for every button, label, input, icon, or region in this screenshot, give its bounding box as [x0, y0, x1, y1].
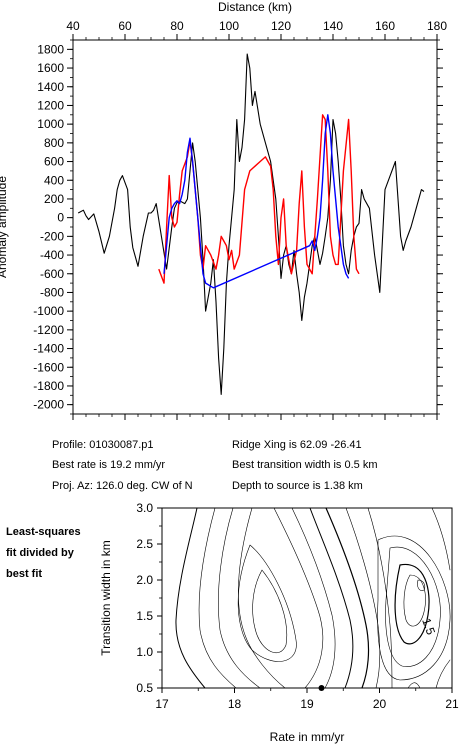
contour-line: [175, 507, 206, 689]
y-tick-label: -800: [40, 285, 64, 299]
side-note-line-1: Least-squares: [6, 526, 81, 538]
best-rate-text: Best rate is 19.2 mm/yr: [52, 459, 165, 471]
contour-lines: [175, 507, 451, 689]
top-chart-series: [77, 53, 425, 395]
y-tick-label: 1200: [37, 98, 64, 112]
contour-line: [345, 507, 381, 689]
contour-line: [394, 563, 430, 645]
y-tick-label: 1.0: [136, 645, 153, 659]
misfit-contour-chart: 17 18 19 20 21 0.5 1.0 1.5 2.0 2.5 3.0 1.5 Rate in…: [99, 501, 459, 744]
profile-text: Profile: 01030087.p1: [52, 439, 154, 451]
x-tick-label: 17: [155, 697, 169, 711]
x-tick-label: 20: [373, 697, 387, 711]
y-tick-label: 1800: [37, 42, 64, 56]
x-tick-label: 180: [427, 19, 447, 33]
y-tick-label: -1600: [33, 360, 64, 374]
y-tick-label: 1000: [37, 117, 64, 131]
y-tick-label: 800: [44, 136, 64, 150]
x-axis-title-top: Distance (km): [218, 0, 292, 14]
x-tick-label: 100: [219, 19, 239, 33]
contour-line: [309, 507, 354, 689]
x-tick-label: 80: [170, 19, 184, 33]
contour-line: [377, 535, 451, 681]
x-tick-label: 18: [228, 697, 242, 711]
contour-line: [407, 682, 421, 689]
y-tick-label: -1000: [33, 304, 64, 318]
contour-line: [367, 507, 393, 689]
y-tick-label: 1600: [37, 61, 64, 75]
y-tick-label: 0.5: [136, 681, 153, 695]
contour-line: [403, 574, 426, 627]
y-axis-title-top: Anomaly amplitude: [0, 176, 9, 278]
proj-az-text: Proj. Az: 126.0 deg. CW of N: [52, 480, 193, 492]
y-tick-label: -200: [40, 229, 64, 243]
x-tick-label: 140: [323, 19, 343, 33]
x-tick-label: 19: [300, 697, 314, 711]
contour-label: 1.5: [419, 616, 438, 637]
bottom-chart-ticks: 17 18 19 20 21 0.5 1.0 1.5 2.0 2.5 3.0: [136, 501, 459, 711]
ridge-xing-text: Ridge Xing is 62.09 -26.41: [232, 439, 362, 451]
y-tick-label: 1.5: [136, 609, 153, 623]
anomaly-profile-chart: 40 60 80 100 120 140 160 180-2000-1800-1600-140…: [0, 0, 447, 420]
info-block: Profile: 01030087.p1 Ridge Xing is 62.09…: [52, 439, 378, 492]
y-tick-label: 200: [44, 192, 64, 206]
contour-line: [435, 659, 451, 689]
y-tick-label: 400: [44, 173, 64, 187]
depth-text: Depth to source is 1.38 km: [232, 480, 363, 492]
contour-line: [238, 507, 286, 689]
x-tick-label: 21: [445, 697, 459, 711]
contour-line: [218, 507, 261, 689]
bottom-plot-frame: [161, 507, 453, 689]
x-tick-label: 120: [271, 19, 291, 33]
contour-line: [325, 507, 370, 689]
y-tick-label: -2000: [33, 398, 64, 412]
y-tick-label: 3.0: [136, 501, 153, 515]
y-tick-label: -600: [40, 267, 64, 281]
contour-line: [291, 507, 336, 689]
y-tick-label: -1400: [33, 342, 64, 356]
series-line-2: [158, 114, 360, 284]
contour-line: [198, 507, 237, 689]
best-fit-point: [318, 685, 325, 691]
side-note-line-3: best fit: [6, 568, 42, 580]
x-tick-label: 40: [66, 19, 80, 33]
contour-line: [431, 507, 451, 571]
y-tick-label: -1200: [33, 323, 64, 337]
contour-line: [385, 546, 441, 667]
y-tick-label: 2.5: [136, 537, 153, 551]
best-transition-text: Best transition width is 0.5 km: [232, 459, 378, 471]
x-axis-title-bottom: Rate in mm/yr: [270, 730, 345, 744]
y-tick-label: 0: [57, 211, 64, 225]
contour-line: [237, 544, 297, 662]
x-tick-label: 60: [118, 19, 132, 33]
contour-line: [273, 507, 324, 689]
series-line-3: [163, 114, 350, 289]
contour-line: [417, 579, 426, 591]
y-axis-title-bottom: Transition width in km: [99, 540, 113, 656]
side-note: Least-squares fit divided by best fit: [6, 526, 81, 580]
series-line-1: [77, 53, 425, 395]
x-tick-label: 160: [375, 19, 395, 33]
y-tick-label: -1800: [33, 379, 64, 393]
y-tick-label: 1400: [37, 80, 64, 94]
y-tick-label: 600: [44, 155, 64, 169]
top-plot-frame: [72, 39, 438, 415]
top-chart-ticks: 40 60 80 100 120 140 160 180-2000-1800-1600-140…: [33, 19, 447, 420]
y-tick-label: 2.0: [136, 573, 153, 587]
side-note-line-2: fit divided by: [6, 547, 75, 559]
y-tick-label: -400: [40, 248, 64, 262]
contour-line: [252, 569, 288, 654]
